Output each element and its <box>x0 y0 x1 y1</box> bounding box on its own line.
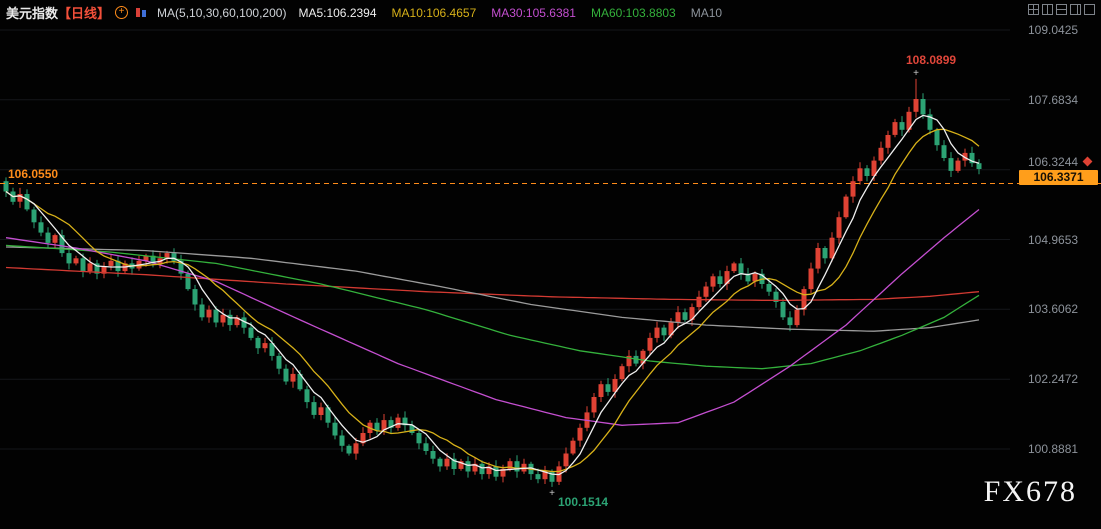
period-label: 【日线】 <box>58 6 111 21</box>
axis-price-label: 103.6062 <box>1028 302 1079 317</box>
axis-price-label: 104.9653 <box>1028 232 1079 247</box>
ma-value-label: MA10:106.4657 <box>391 5 477 20</box>
price-axis[interactable]: 109.0425 107.6834 106.3244 104.9653 103.6062… <box>1006 0 1101 529</box>
high-marker-icon: + <box>913 68 919 79</box>
ma-values-group: MA5:106.2394 MA10:106.4657 MA30:105.6381 MA… <box>298 6 737 20</box>
layout-single-icon[interactable] <box>1084 4 1095 15</box>
overlay-layer: ++ <box>0 68 1101 499</box>
ma-settings-label: MA(5,10,30,60,100,200) <box>157 5 287 20</box>
add-indicator-icon[interactable]: + <box>115 6 129 19</box>
axis-price-label: 107.6834 <box>1028 92 1079 107</box>
axis-price-label: 109.0425 <box>1028 23 1079 37</box>
layout-toolbar <box>1028 4 1095 15</box>
ma-value-label: MA30:105.6381 <box>491 5 576 20</box>
last-price-box: 106.3371 <box>1019 170 1098 185</box>
ma-line-ma100 <box>5 246 980 332</box>
axis-price-label: 102.2472 <box>1028 372 1079 387</box>
alert-price-label: 106.0550 <box>8 166 59 181</box>
chart-legend: 美元指数 【日线】 + MA(5,10,30,60,100,200) MA5:1… <box>6 3 737 22</box>
high-annotation: 108.0899 <box>906 52 957 67</box>
candles-layer <box>3 78 982 487</box>
kline-chart-icon[interactable] <box>135 7 148 18</box>
axis-price-label: 100.8881 <box>1028 442 1079 456</box>
grid-layer <box>0 29 1010 450</box>
layout-right-pane-icon[interactable] <box>1070 4 1081 15</box>
layout-split-vertical-icon[interactable] <box>1042 4 1053 15</box>
layout-split-horizontal-icon[interactable] <box>1056 4 1067 15</box>
layout-grid-icon[interactable] <box>1028 4 1039 15</box>
ma-line-ma60 <box>5 244 980 370</box>
ma-line-ma5 <box>5 114 980 476</box>
low-annotation: 100.1514 <box>558 494 609 509</box>
ma-value-label: MA60:103.8803 <box>590 5 676 20</box>
ma-lines-layer <box>5 114 980 476</box>
watermark: FX678 <box>983 475 1077 508</box>
ma-value-label: MA5:106.2394 <box>298 5 377 20</box>
ma-line-ma200 <box>5 266 980 302</box>
low-marker-icon: + <box>549 488 555 499</box>
axis-price-label: 106.3244 <box>1028 154 1079 169</box>
symbol-title: 美元指数 <box>6 6 59 21</box>
ma-line-ma30 <box>5 208 980 426</box>
ma-value-label: MA10 <box>690 5 723 20</box>
